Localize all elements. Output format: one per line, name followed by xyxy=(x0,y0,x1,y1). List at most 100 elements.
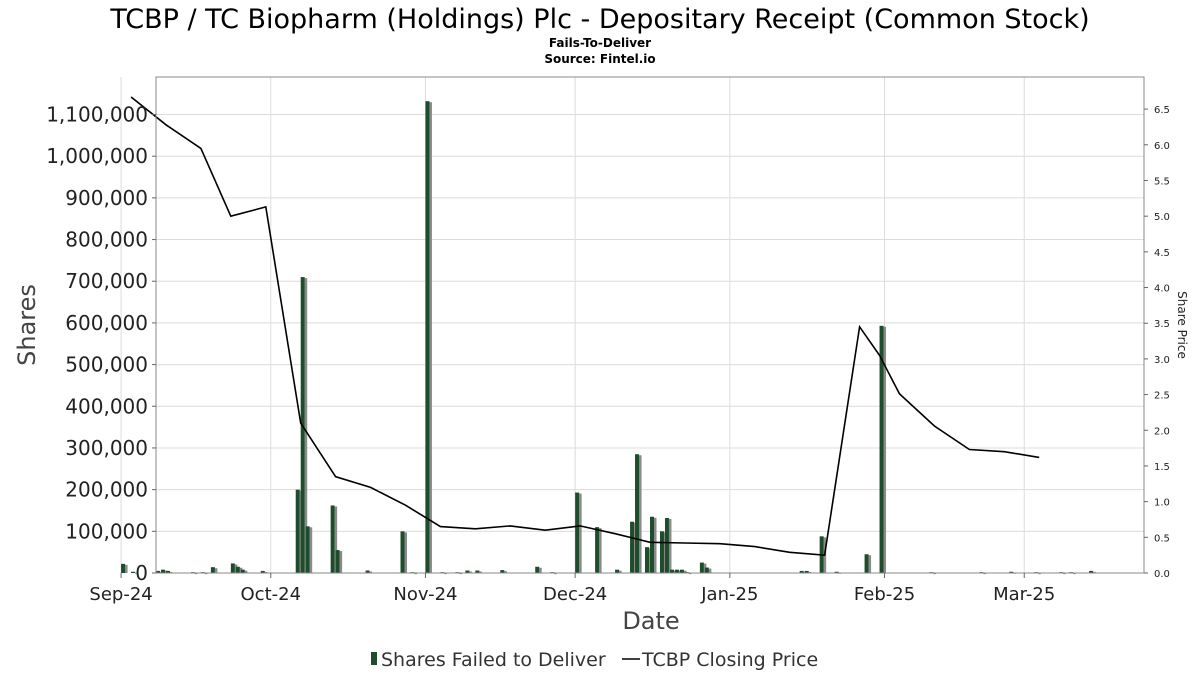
bar-shadow xyxy=(125,564,128,573)
bar-shadow xyxy=(539,567,542,573)
bar xyxy=(679,569,687,573)
bar-shadow xyxy=(868,555,872,573)
bar-face xyxy=(160,569,165,573)
bar-shadow xyxy=(883,326,887,573)
bar-shadow xyxy=(264,571,268,573)
bar-face xyxy=(475,570,480,573)
bar xyxy=(425,101,432,573)
bar-shadow xyxy=(444,573,447,575)
bar-shadow xyxy=(459,573,462,575)
bar-shadow xyxy=(404,532,408,573)
bar-shadow xyxy=(204,573,208,575)
x-tick-label: Sep-24 xyxy=(89,584,152,605)
bar xyxy=(704,567,712,573)
bar-face xyxy=(595,527,600,573)
bar-shadow xyxy=(599,528,602,573)
y-tick-label: 200,000 xyxy=(65,478,148,502)
x-axis-title: Date xyxy=(622,607,679,635)
bar xyxy=(335,550,343,573)
y-tick-label: 1,100,000 xyxy=(46,103,148,127)
bar-shadow xyxy=(504,571,507,573)
bar-face xyxy=(230,563,235,573)
bar xyxy=(330,505,338,573)
bar-face xyxy=(535,566,540,573)
y-tick-label: 800,000 xyxy=(65,228,148,252)
bar-shadow xyxy=(654,517,657,573)
bar xyxy=(475,570,482,573)
bar xyxy=(535,566,542,573)
bar-face xyxy=(674,569,679,573)
bar-face xyxy=(664,517,669,573)
bar-face xyxy=(699,562,704,573)
bar xyxy=(615,569,622,573)
bar-face xyxy=(679,569,684,573)
bar-face xyxy=(235,566,240,573)
y-tick-label: 600,000 xyxy=(65,311,148,335)
bar-shadow xyxy=(619,570,622,573)
x-tick-label: Oct-24 xyxy=(241,584,302,605)
y2-tick-label: 5.5 xyxy=(1154,176,1170,187)
bar xyxy=(165,570,173,573)
bar-face xyxy=(240,569,245,573)
bar-shadow xyxy=(639,455,642,573)
bar-face xyxy=(834,571,839,573)
bar-face xyxy=(1009,571,1014,573)
bar xyxy=(575,492,582,573)
bar xyxy=(635,454,642,573)
bar-face xyxy=(500,570,505,573)
x-axis-ticks: Sep-24 Oct-24 Nov-24 Dec-24 Jan-25 Feb-25 Mar-… xyxy=(89,573,1055,605)
y2-tick-label: 1.0 xyxy=(1154,498,1170,509)
y2-tick-label: 1.5 xyxy=(1154,462,1170,473)
bar-shadow xyxy=(933,573,936,575)
bar xyxy=(121,563,128,573)
y2-tick-label: 6.5 xyxy=(1154,105,1170,116)
bar-face xyxy=(799,570,804,573)
x-tick-label: Dec-24 xyxy=(543,584,607,605)
bar-face xyxy=(260,570,265,573)
bar-face xyxy=(156,570,160,573)
y-axis-left-ticks: 0 100,000 200,000 300,000 400,000 500,000 600,… xyxy=(46,103,156,585)
bar-face xyxy=(465,570,470,573)
bar-shadow xyxy=(1038,573,1041,575)
bar xyxy=(1089,570,1096,573)
y-tick-label: 100,000 xyxy=(65,519,148,543)
bar-shadow xyxy=(169,571,173,573)
bar-shadow xyxy=(668,518,672,573)
bar-face xyxy=(305,526,310,573)
bar-face xyxy=(330,505,335,573)
bar-shadow xyxy=(579,493,582,573)
bar xyxy=(210,567,218,573)
y2-tick-label: 4.5 xyxy=(1154,248,1170,259)
bar-face xyxy=(669,569,674,573)
y-axis-right-ticks: 0.0 0.5 1.0 1.5 2.0 2.5 3.0 3.5 4.0 4.5 5.0 5.5 6.0 6… xyxy=(1144,105,1170,580)
legend-swatch-shares xyxy=(371,652,377,665)
bar-face xyxy=(295,489,300,573)
y2-tick-label: 2.0 xyxy=(1154,426,1170,437)
bar-face xyxy=(210,567,215,573)
bar-shadow xyxy=(554,573,557,575)
y2-tick-label: 4.0 xyxy=(1154,284,1170,295)
bar xyxy=(879,325,887,573)
bar xyxy=(365,570,373,573)
bar xyxy=(804,570,812,573)
bar xyxy=(131,571,138,574)
price-line xyxy=(130,96,1040,557)
bar-shadow xyxy=(214,568,218,573)
bar-shadow xyxy=(1093,571,1096,573)
bar-face xyxy=(704,567,709,573)
bar-shadow xyxy=(414,573,417,575)
legend-label-shares: Shares Failed to Deliver xyxy=(381,649,606,671)
chart-source: Source: Fintel.io xyxy=(544,52,655,66)
grid-lines xyxy=(120,77,1144,574)
bar xyxy=(240,569,248,573)
bar-face xyxy=(659,531,664,573)
price-line-series xyxy=(130,96,1040,557)
bar-face xyxy=(879,325,884,573)
x-tick-label: Nov-24 xyxy=(393,584,457,605)
bar-shadow xyxy=(304,278,308,573)
bar-face xyxy=(645,547,650,573)
y2-tick-label: 3.5 xyxy=(1154,319,1170,330)
y-tick-label: 300,000 xyxy=(65,436,148,460)
